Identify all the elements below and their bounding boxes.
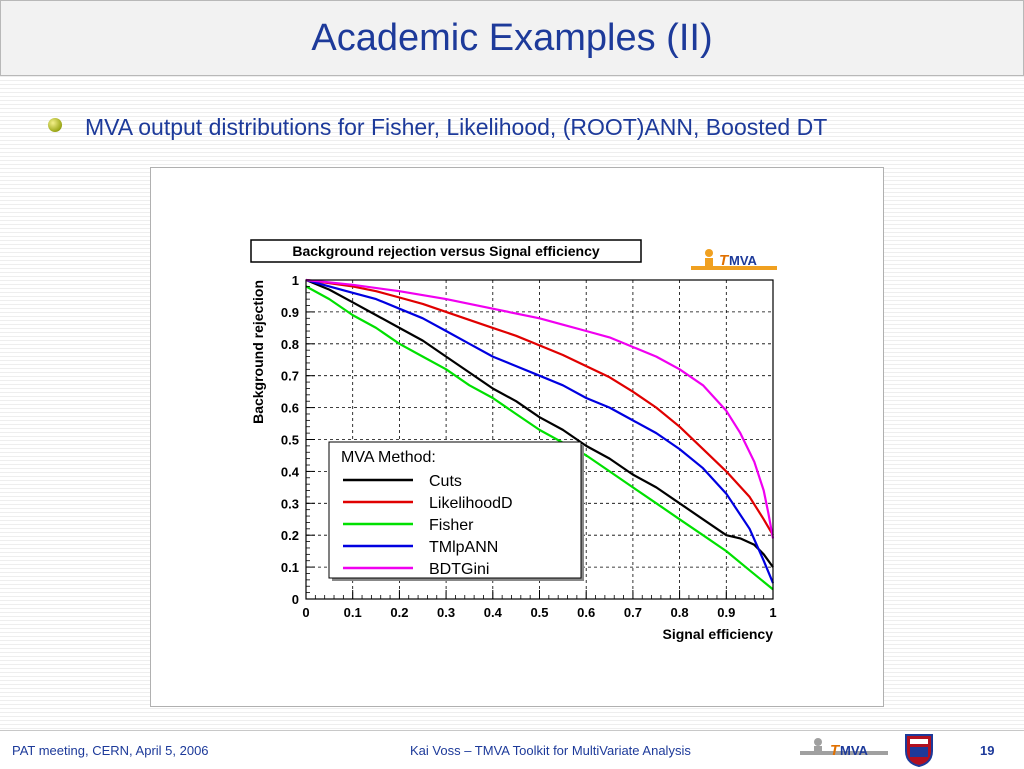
- chart-legend: MVA Method: Cuts LikelihoodD Fisher TMlpANN B…: [328, 441, 584, 581]
- y-tick-label: 0.1: [281, 560, 299, 575]
- chart-title: Background rejection versus Signal effic…: [292, 243, 600, 259]
- legend-label-bdtgini: BDTGini: [429, 561, 489, 578]
- y-tick-label: 1: [292, 273, 299, 288]
- y-tick-label: 0.8: [281, 337, 299, 352]
- legend-label-cuts: Cuts: [429, 473, 462, 490]
- chart-ticks: 0 0.1 0.2 0.3 0.4 0.5 0.6 0.7 0.8 0.9 1 0 0.1 0.2 0.3 0…: [281, 273, 777, 620]
- chart-logo-rest: MVA: [729, 253, 758, 268]
- tmva-chart-logo: T MVA: [691, 249, 777, 270]
- footer-logo-t: T: [830, 742, 841, 759]
- legend-label-fisher: Fisher: [429, 517, 474, 534]
- chart: 0 0.1 0.2 0.3 0.4 0.5 0.6 0.7 0.8 0.9 1 0 0.1 0.2 0.3 0…: [250, 239, 777, 642]
- x-axis-label: Signal efficiency: [663, 626, 774, 642]
- x-tick-label: 0.7: [624, 605, 642, 620]
- series-line-bdtgini: [305, 278, 775, 539]
- tmva-logo-icon: T MVA: [800, 738, 888, 759]
- y-tick-label: 0.9: [281, 305, 299, 320]
- x-tick-label: 0.3: [437, 605, 455, 620]
- x-tick-label: 0: [302, 605, 309, 620]
- legend-label-tmlpann: TMlpANN: [429, 539, 498, 556]
- slide-title: Academic Examples (II): [311, 17, 713, 59]
- x-tick-label: 0.9: [717, 605, 735, 620]
- chart-logo-t: T: [719, 252, 730, 269]
- bullet-text: MVA output distributions for Fisher, Lik…: [85, 114, 828, 140]
- y-tick-label: 0.4: [281, 464, 300, 479]
- y-tick-label: 0.3: [281, 496, 299, 511]
- series-line-tmlpann: [305, 278, 775, 584]
- y-tick-label: 0.7: [281, 369, 299, 384]
- legend-label-likelihoodd: LikelihoodD: [429, 495, 513, 512]
- x-tick-label: 0.1: [344, 605, 362, 620]
- x-tick-label: 0.6: [577, 605, 595, 620]
- x-tick-label: 0.5: [530, 605, 548, 620]
- y-tick-label: 0.6: [281, 401, 299, 416]
- bullet-icon: [48, 118, 62, 132]
- chart-title-box: Background rejection versus Signal effic…: [250, 239, 642, 263]
- x-tick-label: 0.2: [390, 605, 408, 620]
- y-axis-label: Background rejection: [250, 280, 266, 424]
- university-crest-icon: [905, 734, 933, 767]
- y-tick-label: 0.5: [281, 433, 299, 448]
- y-tick-label: 0.2: [281, 528, 299, 543]
- footer-meeting: PAT meeting, CERN, April 5, 2006: [12, 743, 209, 758]
- series-line-cuts: [305, 278, 774, 568]
- x-tick-label: 0.8: [671, 605, 689, 620]
- series-line-fisher: [305, 285, 774, 591]
- series-line-likelihoodd: [305, 278, 774, 536]
- chart-frame: 0 0.1 0.2 0.3 0.4 0.5 0.6 0.7 0.8 0.9 1 0 0.1 0.2 0.3 0…: [150, 167, 884, 707]
- legend-box: [328, 441, 582, 579]
- x-tick-label: 1: [769, 605, 776, 620]
- footer-author: Kai Voss – TMVA Toolkit for MultiVariate…: [410, 743, 691, 758]
- y-tick-label: 0: [292, 592, 299, 607]
- footer: PAT meeting, CERN, April 5, 2006 Kai Vos…: [0, 730, 1024, 769]
- x-tick-label: 0.4: [484, 605, 503, 620]
- title-bar: Academic Examples (II): [0, 0, 1024, 76]
- footer-logo-rest: MVA: [840, 743, 869, 758]
- chart-labels: Signal efficiency Background rejection: [250, 280, 773, 642]
- page-number: 19: [980, 743, 995, 758]
- legend-title: MVA Method:: [341, 449, 436, 466]
- chart-series: [305, 278, 775, 591]
